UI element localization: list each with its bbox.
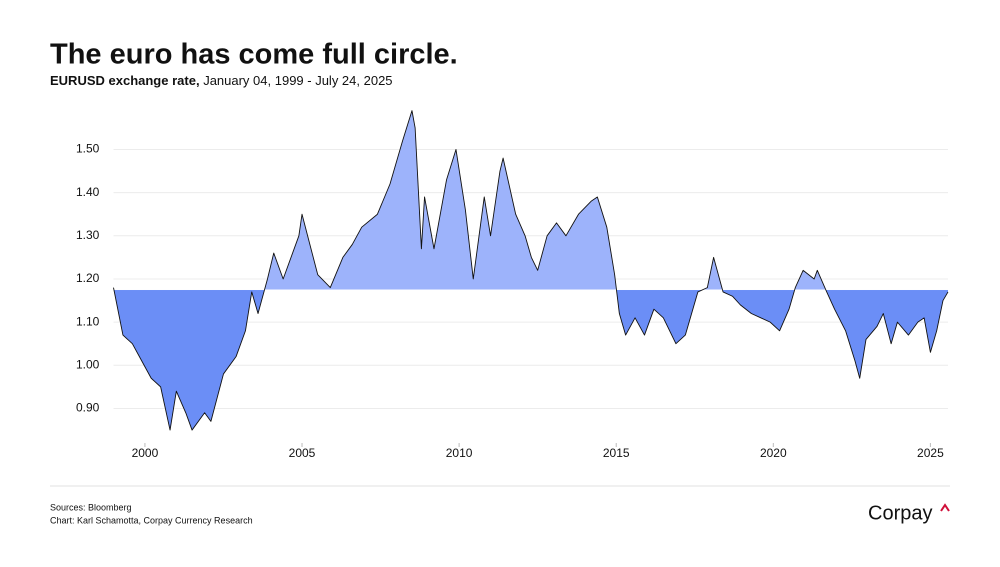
y-tick-label: 1.30 (76, 228, 100, 242)
area-below (113, 289, 948, 431)
subtitle-bold: EURUSD exchange rate, (50, 73, 200, 88)
y-tick-label: 1.00 (76, 357, 100, 371)
chart-subtitle: EURUSD exchange rate, January 04, 1999 -… (50, 73, 393, 88)
subtitle-text: January 04, 1999 - July 24, 2025 (203, 73, 392, 88)
logo-caret (940, 503, 950, 512)
y-tick-label: 1.40 (76, 185, 100, 199)
x-tick-label: 2025 (917, 446, 944, 460)
rate-line (113, 110, 949, 431)
y-tick-label: 1.20 (76, 271, 100, 285)
chart-title: The euro has come full circle. (50, 39, 458, 71)
x-tick-label: 2010 (446, 446, 473, 460)
y-tick-label: 0.90 (76, 401, 100, 415)
y-tick-label: 1.10 (76, 314, 100, 328)
x-tick-label: 2015 (603, 446, 630, 460)
sources: Sources: Bloomberg (50, 502, 132, 512)
x-tick-label: 2020 (760, 446, 787, 460)
logo: Corpay (868, 502, 932, 524)
x-tick-label: 2000 (132, 446, 159, 460)
y-tick-label: 1.50 (76, 142, 100, 156)
area-above (113, 110, 826, 290)
credit: Chart: Karl Schamotta, Corpay Currency R… (50, 515, 253, 525)
x-tick-label: 2005 (289, 446, 316, 460)
